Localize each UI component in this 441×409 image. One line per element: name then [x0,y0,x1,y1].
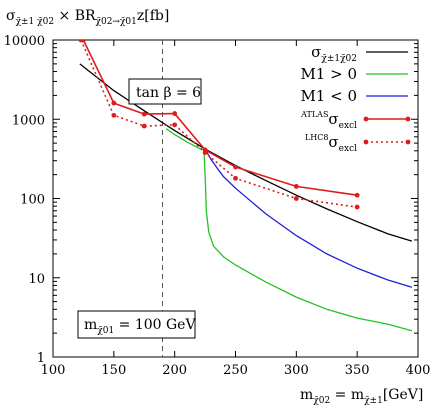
series-point [172,111,178,116]
series-5 [78,40,360,210]
legend-marker [363,116,369,122]
series-line [82,40,358,196]
legend-label: ATLASσexcl [300,110,357,131]
legend-item: ATLASσexcl [300,110,411,131]
y-tick-label: 1 [37,351,45,366]
series-line [204,148,413,288]
mass-text: mχ̃01 = 100 GeV [84,317,196,336]
legend-label: M1 < 0 [300,87,357,105]
series-point [141,111,147,117]
series-point [111,112,117,118]
x-tick-label: 300 [284,363,309,378]
tanbeta-text: tan β = 6 [136,85,201,101]
series-point [141,123,147,129]
series-point [354,204,360,210]
series-point [172,122,178,128]
x-tick-label: 350 [345,363,370,378]
legend-marker [363,139,369,145]
series-1 [79,63,413,242]
tanbeta-annotation: tan β = 6 [128,78,202,105]
legend-item: σχ̃±1χ̃02 [311,43,408,64]
y-axis-title: σχ̃±1 χ̃02 × BRχ̃02→χ̃01z[fb] [6,8,169,27]
series-3 [204,148,413,288]
x-tick-label: 250 [223,363,248,378]
x-axis-title: mχ̃02 = mχ̃±1[GeV] [300,387,423,406]
x-tick-label: 150 [101,363,126,378]
mass-box [77,310,196,339]
legend-label: LHC8σexcl [305,133,357,154]
y-tick-label: 10 [28,272,45,287]
series-line [79,63,413,242]
series-line [165,128,413,332]
legend-item: M1 > 0 [300,65,408,83]
series-line [80,40,358,208]
legend-item: LHC8σexcl [305,133,411,154]
legend-label: σχ̃±1χ̃02 [311,43,357,64]
x-tick-label: 400 [406,363,431,378]
series-2 [165,128,413,332]
series-point [233,175,238,181]
series-point [293,196,299,201]
series-point [111,100,117,106]
series-4 [81,40,360,198]
series-point [78,40,84,43]
y-tick-label: 100 [20,193,45,208]
y-tick-label: 10000 [4,34,45,49]
x-tick-label: 100 [41,363,66,378]
legend-item: M1 < 0 [300,87,408,105]
tanbeta-box [128,78,202,105]
mass-annotation: mχ̃01 = 100 GeV [77,310,196,339]
series-point [354,192,360,198]
series-point [233,164,238,170]
legend-marker [405,139,411,145]
series-point [293,184,299,189]
legend-label: M1 > 0 [300,65,357,83]
series-point [202,150,208,155]
plot-area: 100 150 200 250 300 350 400 1 10 100 1000 10000 [4,34,431,378]
x-tick-label: 200 [162,363,187,378]
legend-marker [405,116,411,122]
plot-frame [52,39,419,358]
y-tick-label: 1000 [12,113,45,128]
